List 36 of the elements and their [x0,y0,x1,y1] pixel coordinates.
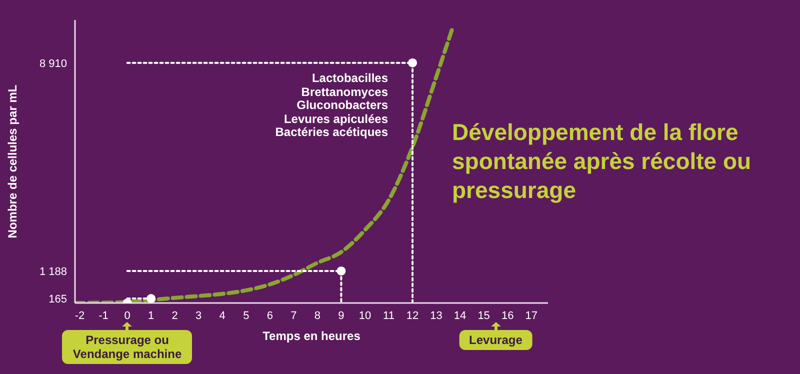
y-tick-label: 1 188 [39,266,67,278]
text: Développement de la flore spontanée après récolte ou pressurage [452,118,752,205]
x-tick-label: -2 [74,310,85,322]
annotation: Levures apiculées [282,112,388,126]
x-tick-label: 15 [478,310,490,322]
x-tick-label: 17 [525,310,538,322]
x-tick-label: 16 [501,310,514,322]
x-tick-label: 7 [290,310,297,322]
annotation: Gluconobacters [296,98,388,112]
x-tick-label: 12 [406,310,419,322]
x-tick-label: 9 [338,310,344,322]
annotation: Bactéries acétiques [275,125,388,140]
y-tick-label: 165 [48,293,67,306]
x-tick-label: 11 [383,310,394,322]
point [408,58,418,68]
x-tick-label: 3 [196,310,202,322]
x-tick-label: 5 [243,310,250,322]
x-tick-label: 1 [148,310,154,322]
x-axis-title: Temps en heures [262,329,361,343]
point [146,294,156,303]
x-tick-label: 14 [454,310,466,322]
y-axis-title: Nombre de cellules par mL [5,84,20,238]
text: Pressurage ou Vendange machine [62,330,192,364]
x-tick-label: 4 [219,310,226,322]
x-tick-label: 6 [266,310,273,322]
x-tick-label: 8 [314,310,321,322]
annotation: Brettanomyces [300,84,388,99]
annotation: Lactobacilles [310,71,388,86]
x-tick-label: 13 [430,310,442,322]
x-tick-label: 10 [358,310,372,322]
text: Levurage [459,330,532,350]
x-tick-label: 0 [124,310,130,322]
y-tick-label: 8 910 [39,58,67,70]
point [336,266,346,276]
x-tick-label: -1 [98,310,108,322]
x-tick-label: 2 [172,310,178,322]
